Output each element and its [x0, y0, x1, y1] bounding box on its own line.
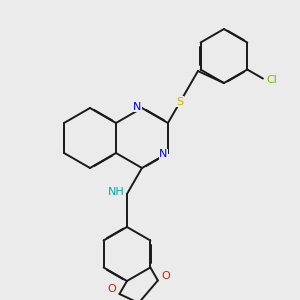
Text: N: N	[159, 149, 168, 160]
Text: O: O	[161, 271, 170, 281]
Text: O: O	[108, 284, 116, 295]
Text: Cl: Cl	[266, 75, 277, 85]
Text: N: N	[133, 101, 142, 112]
Text: S: S	[176, 97, 184, 106]
Text: NH: NH	[108, 188, 125, 197]
